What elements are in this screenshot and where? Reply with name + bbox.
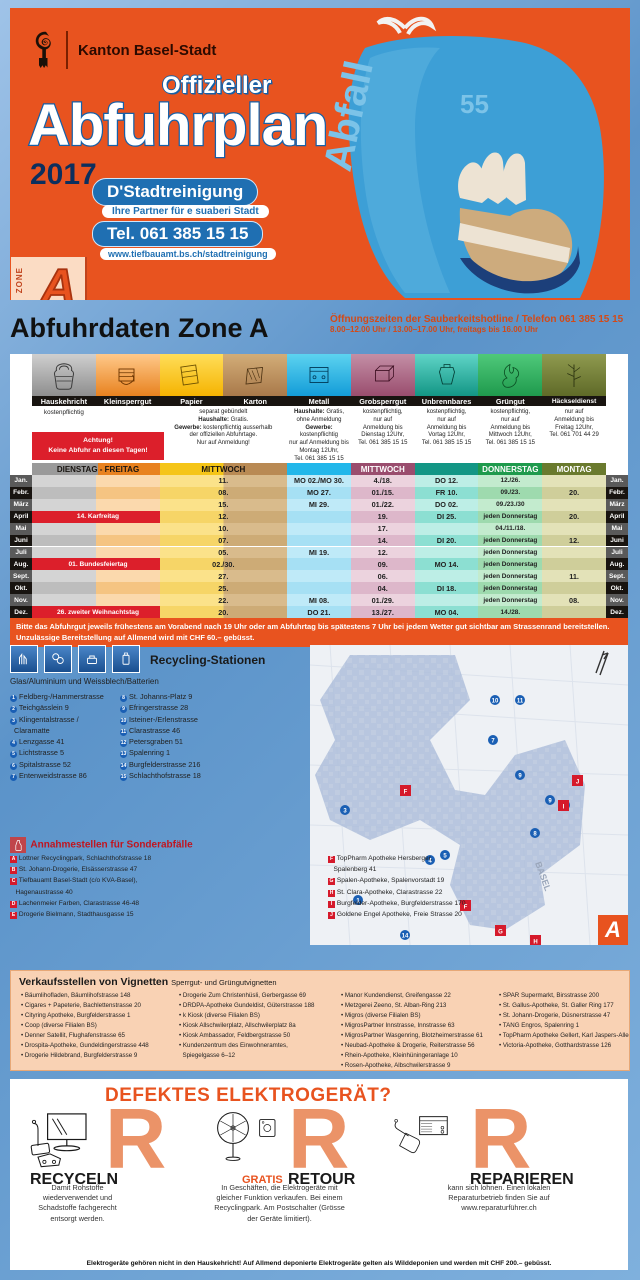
svg-text:11: 11 — [517, 699, 524, 705]
svg-text:F: F — [404, 790, 408, 796]
svg-text:H: H — [533, 940, 537, 946]
svg-text:55: 55 — [460, 89, 489, 119]
svg-text:10: 10 — [492, 699, 499, 705]
svg-text:J: J — [576, 780, 579, 786]
svg-text:G: G — [498, 930, 503, 936]
svg-text:14: 14 — [402, 934, 409, 940]
